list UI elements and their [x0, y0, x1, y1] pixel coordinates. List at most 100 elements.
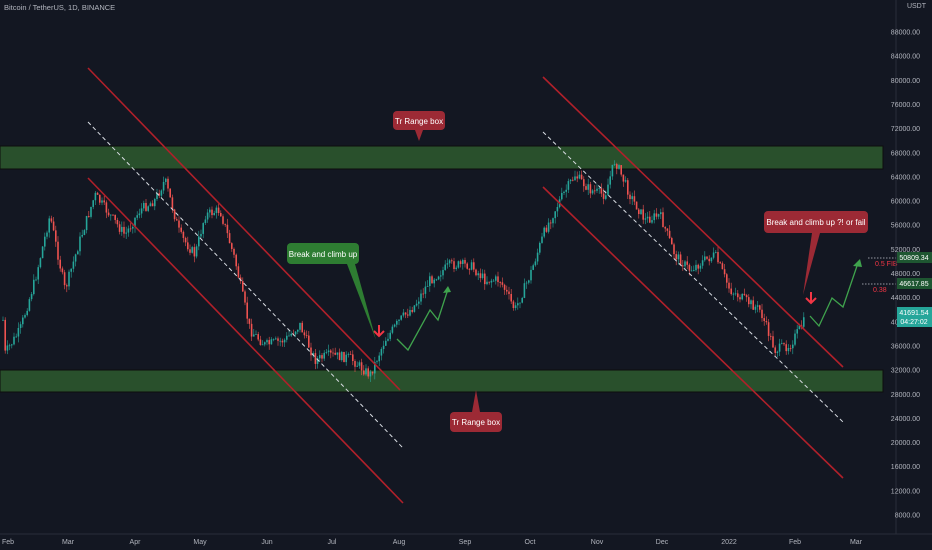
symbol-title[interactable]: Bitcoin / TetherUS, 1D, BINANCE — [4, 3, 116, 12]
candle-body — [651, 220, 653, 223]
price-axis[interactable]: 88000.00 84000.00 80000.00 76000.00 72000.00… — [891, 30, 920, 520]
candle-body — [712, 252, 715, 258]
candle-body — [798, 325, 801, 330]
candle-body — [149, 203, 152, 207]
candle-body — [96, 192, 99, 195]
candle-body — [200, 233, 202, 237]
time-axis[interactable]: Feb Mar Apr May Jun Jul Aug Sep Oct Nov Dec 2022 Feb… — [2, 539, 863, 546]
candle-body — [565, 189, 567, 192]
candle-body — [191, 247, 193, 253]
callout-breakout-1[interactable]: Break and climb up — [287, 243, 376, 340]
time-axis-label: Mar — [62, 539, 75, 546]
candle-body — [2, 319, 4, 321]
candle-body — [719, 262, 721, 264]
candle-body — [28, 299, 31, 311]
candle-body — [165, 178, 167, 182]
candle-body — [479, 273, 482, 279]
candle-body — [741, 293, 743, 300]
candle-body — [160, 190, 163, 196]
candle-body — [363, 370, 365, 375]
candle-body — [167, 178, 169, 189]
candle-body — [19, 324, 22, 329]
candle-body — [772, 336, 774, 348]
candle-body — [92, 200, 94, 207]
candle-body — [129, 228, 132, 230]
candle-body — [305, 335, 308, 337]
range-box-bottom — [0, 369, 884, 393]
candle-body — [198, 236, 200, 247]
candle-body — [442, 269, 444, 276]
candle-body — [310, 347, 312, 356]
callout-range-bottom[interactable]: Tr Range box — [450, 390, 502, 432]
candle-body — [552, 218, 554, 224]
candle-body — [147, 206, 149, 211]
candle-body — [563, 191, 565, 194]
callout-range-top[interactable]: Tr Range box — [393, 111, 445, 141]
candle-body — [90, 206, 92, 217]
candle-body — [237, 266, 240, 278]
price-tick-label: 88000.00 — [891, 30, 920, 37]
candle-body — [730, 288, 732, 295]
candle-body — [246, 302, 248, 319]
candle-body — [596, 188, 598, 191]
price-tick-label: 52000.00 — [891, 247, 920, 254]
candle-body — [413, 305, 416, 312]
candle-body — [206, 212, 209, 220]
candle-body — [664, 227, 666, 229]
candle-body — [530, 269, 532, 281]
candle-body — [308, 335, 310, 348]
candle-body — [602, 193, 605, 199]
time-axis-label: Dec — [656, 539, 669, 546]
candle-body — [314, 353, 317, 364]
price-tick-label: 48000.00 — [891, 271, 920, 278]
candle-body — [794, 333, 796, 345]
candle-body — [761, 309, 763, 319]
candle-body — [327, 350, 330, 353]
candle-body — [389, 332, 391, 339]
candle-body — [646, 216, 649, 219]
price-tick-label: 56000.00 — [891, 223, 920, 230]
candle-body — [275, 338, 277, 340]
candle-body — [30, 294, 33, 300]
candle-body — [468, 268, 471, 270]
candle-body — [316, 358, 319, 364]
candle-body — [391, 326, 394, 333]
candle-body — [358, 362, 361, 366]
callout-breakout-1-label: Break and climb up — [289, 250, 358, 259]
candle-body — [378, 355, 380, 362]
candle-body — [521, 297, 523, 303]
candle-body — [690, 270, 693, 272]
candle-body — [495, 276, 497, 281]
candle-body — [356, 365, 358, 367]
candle-body — [404, 312, 407, 315]
candle-body — [215, 207, 218, 214]
candle-body — [723, 269, 726, 275]
candle-body — [616, 164, 618, 169]
candle-body — [481, 273, 484, 279]
candle-body — [684, 261, 686, 267]
candle-body — [248, 318, 251, 324]
candle-body — [613, 164, 616, 165]
currency-label[interactable]: USDT — [906, 3, 926, 10]
time-axis-label: Apr — [130, 539, 142, 546]
candle-body — [162, 181, 165, 191]
candle-body — [184, 237, 187, 243]
candle-body — [543, 227, 545, 237]
candle-body — [209, 209, 211, 213]
candle-body — [110, 214, 112, 216]
candle-body — [176, 219, 178, 221]
candle-body — [640, 209, 642, 215]
candle-body — [448, 260, 451, 264]
candle-body — [605, 195, 607, 199]
candle-body — [536, 252, 539, 262]
fib-05-label: 0.5 FIB — [875, 261, 898, 268]
candle-body — [475, 269, 477, 276]
current-price-value: 41691.54 — [899, 310, 928, 317]
channel-2-lower — [542, 186, 844, 479]
candle-body — [4, 319, 6, 351]
candle-body — [182, 231, 185, 238]
candle-body — [534, 261, 537, 266]
callout-breakout-2[interactable]: Break and climb up ?! or fail — [764, 211, 868, 295]
channel-1-lower — [87, 177, 404, 504]
